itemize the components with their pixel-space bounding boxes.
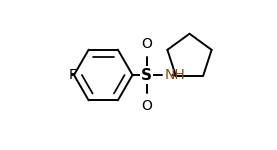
Text: S: S (141, 68, 152, 82)
Text: F: F (69, 68, 77, 82)
Text: NH: NH (164, 68, 185, 82)
Text: O: O (141, 37, 152, 51)
Text: O: O (141, 99, 152, 113)
